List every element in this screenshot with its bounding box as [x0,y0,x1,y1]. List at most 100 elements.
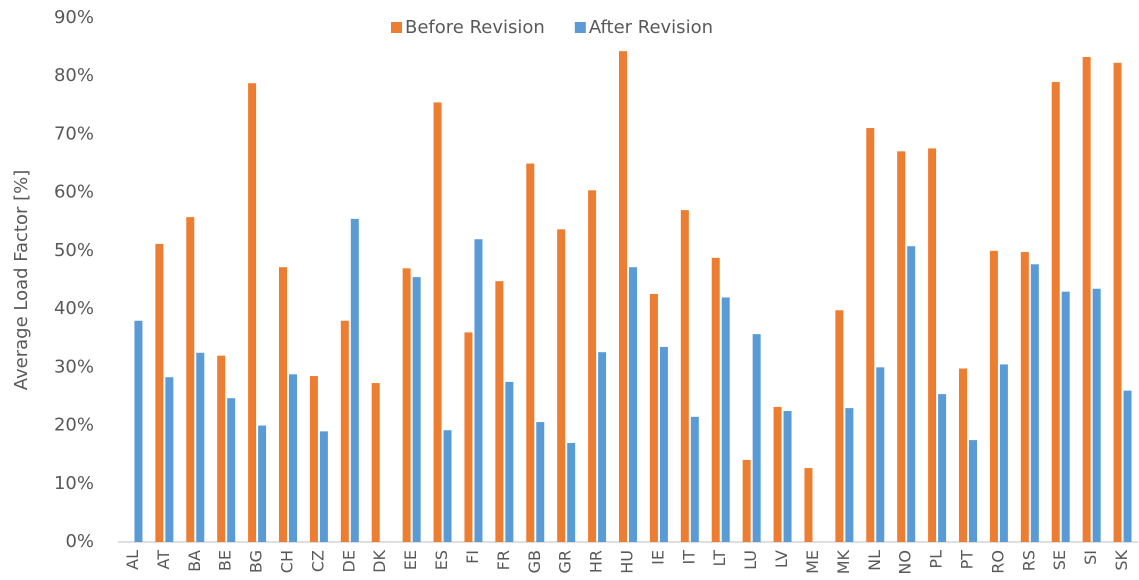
bar [536,422,545,542]
bar [557,229,566,542]
x-tick-label: ME [803,550,822,574]
x-tick-label: DE [339,550,358,572]
bar [959,368,967,542]
bar [1113,62,1122,542]
x-tick-label: PT [958,550,977,570]
bar [989,250,998,542]
bar [433,102,442,542]
bar [227,398,236,542]
x-tick-label: FR [494,550,513,570]
y-tick-label: 60% [54,182,94,203]
bar [567,443,576,542]
bar [969,440,977,542]
bar [495,281,504,542]
bar [196,352,205,542]
bar [629,267,637,542]
x-tick-label: AL [123,550,142,570]
bar [876,367,885,542]
y-tick-label: 0% [65,531,94,552]
y-tick-label: 20% [54,415,94,436]
bar [1123,390,1132,542]
bar [711,257,720,542]
x-tick-label: SI [1081,550,1100,565]
bar [1030,264,1039,542]
bar [248,83,257,542]
x-tick-label: CH [278,550,297,573]
bar [835,310,844,542]
x-tick-label: BA [185,550,204,572]
x-tick-label: LV [772,550,791,568]
bar [289,374,297,542]
bar [783,411,792,542]
bar [350,218,359,542]
bar [279,267,287,542]
bar [928,148,937,542]
bar [804,468,813,542]
x-tick-label: RO [988,550,1007,574]
bar [845,408,854,542]
bar [155,243,164,542]
x-tick-label: RS [1019,550,1038,571]
x-tick-label: IT [679,550,698,565]
legend-label: After Revision [589,17,713,38]
x-tick-label: GB [525,550,544,573]
y-tick-label: 10% [54,473,94,494]
bar [217,355,226,542]
bar [402,268,411,542]
bar [752,334,761,542]
y-tick-label: 70% [54,123,94,144]
bar [371,383,380,542]
bar [165,377,174,542]
bar [1082,57,1091,543]
y-tick-label: 40% [54,298,94,319]
x-tick-label: BG [247,550,266,573]
bar [1061,291,1070,542]
bar [649,293,658,542]
bar [999,364,1008,542]
bar [1051,82,1060,543]
bar [340,320,349,542]
y-tick-label: 30% [54,356,94,377]
y-tick-label: 80% [54,65,94,86]
x-tick-label: ES [432,550,451,570]
x-tick-label: LT [710,550,729,567]
x-tick-label: LU [741,550,760,570]
bar [319,431,328,542]
x-tick-label: NL [865,550,884,571]
bar [680,210,689,542]
bar [134,320,143,542]
x-tick-label: SK [1112,550,1131,571]
bar [258,425,267,542]
bar [412,277,421,542]
x-tick-label: SE [1050,550,1069,570]
bar [598,352,607,542]
bar [742,459,751,542]
legend-label: Before Revision [405,17,545,38]
bar [659,346,668,542]
bar [186,217,195,542]
x-tick-label: IE [648,550,667,565]
y-tick-label: 50% [54,240,94,261]
y-axis-label: Average Load Factor [%] [11,170,32,391]
bar [690,416,699,542]
bar [526,163,535,543]
x-tick-label: NO [896,550,915,575]
bar [907,246,916,542]
x-tick-label: PL [927,550,946,569]
bar [866,128,875,543]
x-tick-label: BE [216,550,235,571]
bar [721,297,730,542]
x-tick-label: MK [834,549,853,574]
bar [474,239,483,542]
x-tick-label: GR [556,550,575,574]
bar [505,381,514,542]
legend-swatch [574,22,586,33]
y-tick-label: 90% [54,7,94,28]
bar [1020,252,1029,542]
x-tick-label: EE [401,550,420,570]
x-tick-label: AT [154,550,173,570]
x-tick-label: HU [618,550,637,574]
bar [619,51,627,542]
bar [443,430,452,542]
